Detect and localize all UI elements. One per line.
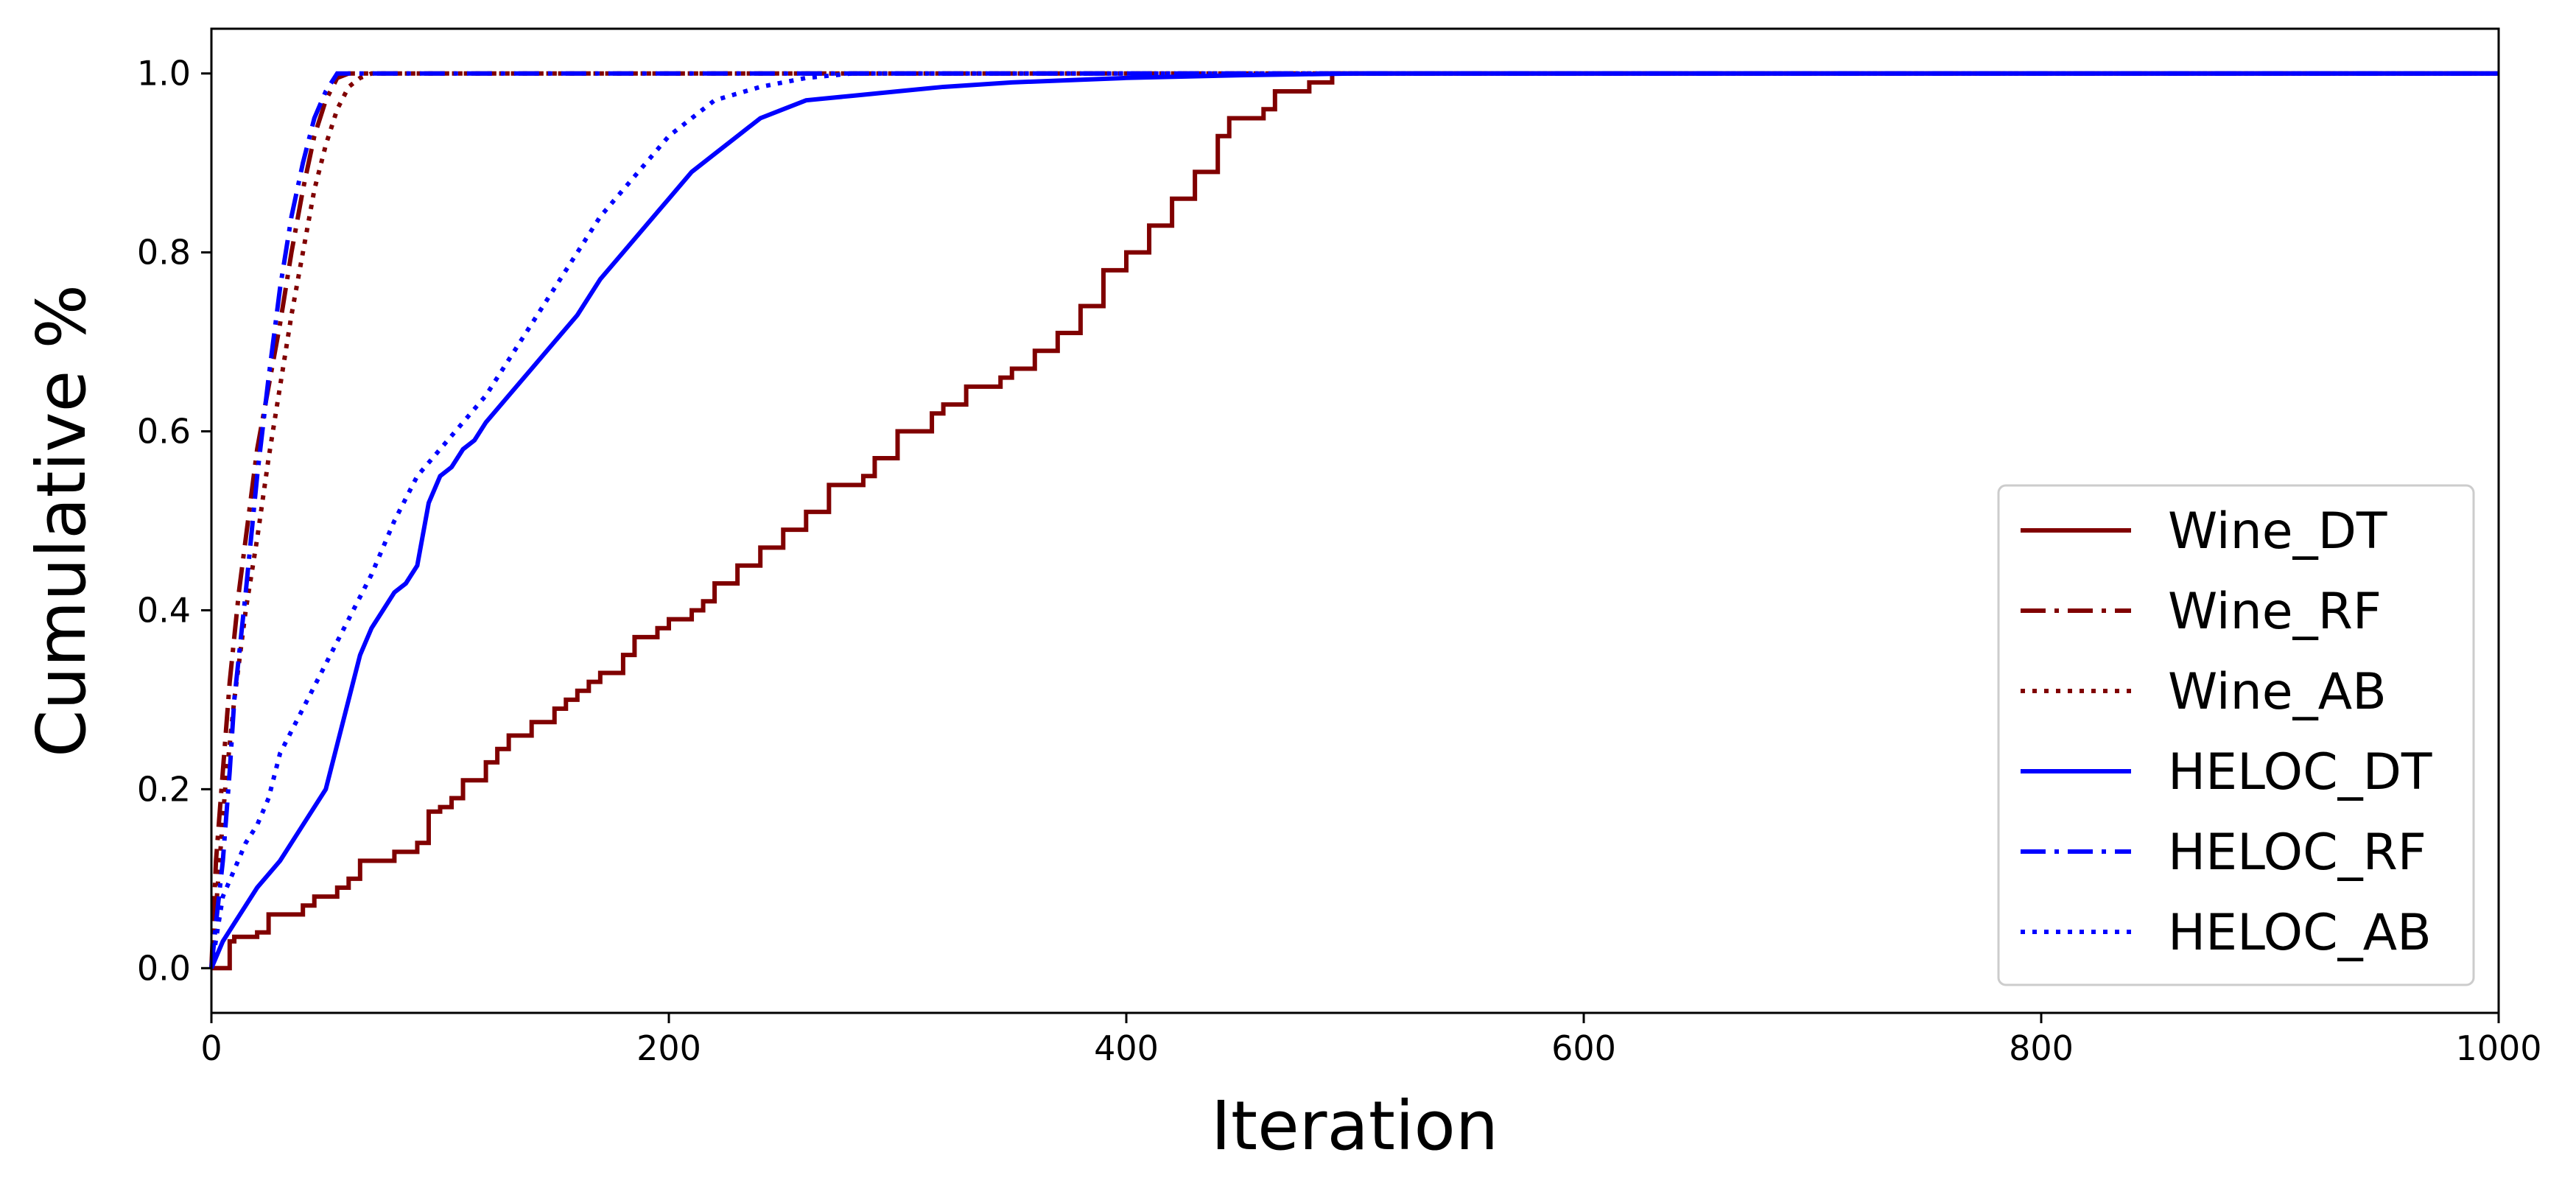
y-tick-label: 1.0 xyxy=(137,54,191,94)
legend-label: Wine_RF xyxy=(2168,583,2382,641)
x-axis-label: Iteration xyxy=(1211,1087,1498,1165)
series-line-heloc-rf xyxy=(209,71,2499,969)
series-layer xyxy=(209,71,2499,971)
x-tick-label: 800 xyxy=(2009,1028,2074,1068)
y-tick-label: 0.6 xyxy=(137,412,191,452)
y-tick-label: 0.0 xyxy=(137,948,191,988)
x-tick-label: 0 xyxy=(200,1028,222,1068)
x-tick-label: 400 xyxy=(1094,1028,1159,1068)
legend-label: HELOC_DT xyxy=(2168,743,2432,801)
legend: Wine_DT Wine_RF Wine_AB HELOC_DT HELOC_RF HEL… xyxy=(1997,484,2475,986)
legend-label: HELOC_AB xyxy=(2168,904,2432,962)
series-line-wine-rf xyxy=(209,71,2499,969)
y-tick-label: 0.8 xyxy=(137,233,191,273)
x-axis: 0 200 400 600 800 1000 xyxy=(200,1013,2542,1068)
x-tick-label: 1000 xyxy=(2455,1028,2541,1068)
x-tick-label: 200 xyxy=(636,1028,701,1068)
series-line-heloc-dt xyxy=(209,71,2499,969)
legend-label: HELOC_RF xyxy=(2168,824,2426,882)
plot-frame xyxy=(210,27,2500,1014)
series-line-wine-ab xyxy=(209,71,2499,969)
legend-label: Wine_AB xyxy=(2168,663,2387,721)
x-tick-label: 600 xyxy=(1551,1028,1616,1068)
legend-label: Wine_DT xyxy=(2168,502,2387,561)
y-tick-label: 0.2 xyxy=(137,769,191,809)
y-axis-label: Cumulative % xyxy=(22,284,101,757)
series-line-wine-dt xyxy=(211,71,2499,971)
y-axis: 0.0 0.2 0.4 0.6 0.8 1.0 xyxy=(137,54,211,988)
y-tick-label: 0.4 xyxy=(137,590,191,630)
